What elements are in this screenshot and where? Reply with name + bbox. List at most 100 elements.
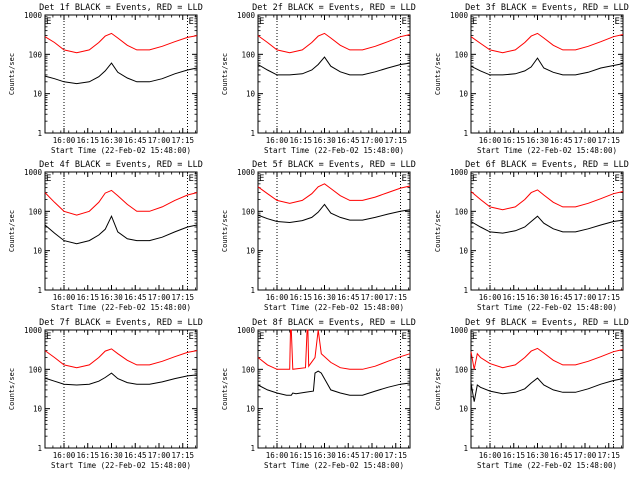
plot-frame <box>44 14 198 134</box>
y-tick-label: 10 <box>459 247 469 256</box>
events-series-line <box>470 377 624 402</box>
x-tick-label: 16:15 <box>76 293 99 302</box>
corner-marker-left: E <box>259 17 264 27</box>
y-axis-label: Counts/sec <box>8 210 16 252</box>
chart-title: Det 7f BLACK = Events, RED = LLD <box>39 318 203 328</box>
corner-marker-right: E <box>402 17 407 27</box>
y-tick-label: 10 <box>246 90 256 99</box>
x-tick-label: 16:30 <box>313 293 336 302</box>
x-axis-label: Start Time (22-Feb-02 15:48:00) <box>51 461 191 470</box>
x-tick-label: 16:00 <box>53 136 76 145</box>
y-tick-label: 1000 <box>237 11 256 20</box>
y-tick-label: 100 <box>454 207 468 216</box>
x-tick-label: 16:45 <box>337 293 360 302</box>
x-tick-label: 16:00 <box>53 451 76 460</box>
x-tick-label: 17:00 <box>574 293 597 302</box>
lld-series-line <box>470 32 624 54</box>
corner-marker-left: E <box>259 174 264 184</box>
chart-panel-4: Det 4f BLACK = Events, RED = LLD 1 10 100 10… <box>8 160 203 312</box>
corner-marker-left: E <box>46 17 51 27</box>
x-tick-label: 16:15 <box>502 136 525 145</box>
plot-frame <box>44 171 198 291</box>
events-series-line <box>44 62 198 85</box>
x-tick-label: 17:00 <box>361 451 384 460</box>
x-axis-label: Start Time (22-Feb-02 15:48:00) <box>477 303 617 312</box>
lld-series-line <box>470 189 624 211</box>
corner-marker-left: E <box>472 17 477 27</box>
x-tick-label: 16:45 <box>550 136 573 145</box>
x-tick-label: 16:45 <box>337 136 360 145</box>
y-axis-label: Counts/sec <box>434 368 442 410</box>
y-tick-label: 10 <box>33 405 43 414</box>
y-tick-label: 1000 <box>24 168 43 177</box>
corner-marker-right: E <box>615 332 620 342</box>
x-tick-label: 17:00 <box>148 451 171 460</box>
y-tick-label: 1 <box>250 286 255 295</box>
corner-marker-left: E <box>472 332 477 342</box>
chart-title: Det 2f BLACK = Events, RED = LLD <box>252 3 416 13</box>
lld-series-line <box>470 347 624 370</box>
chart-panel-3: Det 3f BLACK = Events, RED = LLD 1 10 100 10… <box>434 3 629 155</box>
events-series-line <box>470 215 624 234</box>
lld-series-line <box>44 348 198 369</box>
chart-title: Det 9f BLACK = Events, RED = LLD <box>465 318 629 328</box>
y-axis-label: Counts/sec <box>221 53 229 95</box>
y-tick-label: 10 <box>33 247 43 256</box>
x-tick-label: 16:45 <box>124 451 147 460</box>
chart-panel-9: Det 9f BLACK = Events, RED = LLD 1 10 100 10… <box>434 318 629 470</box>
x-tick-label: 16:45 <box>550 451 573 460</box>
x-axis-label: Start Time (22-Feb-02 15:48:00) <box>264 303 404 312</box>
x-tick-label: 16:45 <box>550 293 573 302</box>
x-tick-label: 16:30 <box>526 451 549 460</box>
lld-series-line <box>257 329 411 370</box>
chart-panel-2: Det 2f BLACK = Events, RED = LLD 1 10 100 10… <box>221 3 416 155</box>
y-axis-label: Counts/sec <box>8 53 16 95</box>
lld-series-line <box>257 32 411 54</box>
y-tick-label: 100 <box>454 365 468 374</box>
y-tick-label: 100 <box>28 207 42 216</box>
corner-marker-left: E <box>259 332 264 342</box>
y-axis-label: Counts/sec <box>434 53 442 95</box>
chart-title: Det 8f BLACK = Events, RED = LLD <box>252 318 416 328</box>
chart-title: Det 6f BLACK = Events, RED = LLD <box>465 160 629 170</box>
y-tick-label: 1000 <box>237 168 256 177</box>
x-tick-label: 16:30 <box>100 293 123 302</box>
plot-frame <box>44 329 198 449</box>
y-tick-label: 1 <box>37 129 42 138</box>
y-tick-label: 1 <box>463 129 468 138</box>
x-tick-label: 17:00 <box>148 293 171 302</box>
x-tick-label: 16:30 <box>526 293 549 302</box>
corner-marker-right: E <box>189 174 194 184</box>
x-axis-label: Start Time (22-Feb-02 15:48:00) <box>477 461 617 470</box>
x-tick-label: 16:30 <box>100 136 123 145</box>
y-tick-label: 10 <box>246 247 256 256</box>
y-tick-label: 1 <box>463 286 468 295</box>
y-tick-label: 1000 <box>450 326 469 335</box>
y-tick-label: 10 <box>459 405 469 414</box>
x-tick-label: 17:15 <box>171 293 194 302</box>
x-tick-label: 16:30 <box>313 136 336 145</box>
y-tick-label: 1 <box>250 444 255 453</box>
plot-frame <box>470 329 624 449</box>
chart-title: Det 5f BLACK = Events, RED = LLD <box>252 160 416 170</box>
x-tick-label: 16:00 <box>266 293 289 302</box>
x-tick-label: 17:00 <box>361 293 384 302</box>
x-tick-label: 16:00 <box>479 136 502 145</box>
y-tick-label: 1000 <box>24 326 43 335</box>
y-tick-label: 1 <box>463 444 468 453</box>
x-tick-label: 16:15 <box>502 293 525 302</box>
chart-panel-7: Det 7f BLACK = Events, RED = LLD 1 10 100 10… <box>8 318 203 470</box>
x-tick-label: 16:15 <box>289 451 312 460</box>
x-tick-label: 17:00 <box>148 136 171 145</box>
corner-marker-left: E <box>46 332 51 342</box>
x-axis-label: Start Time (22-Feb-02 15:48:00) <box>264 146 404 155</box>
chart-panel-5: Det 5f BLACK = Events, RED = LLD 1 10 100 10… <box>221 160 416 312</box>
y-tick-label: 10 <box>246 405 256 414</box>
x-tick-label: 16:15 <box>289 293 312 302</box>
chart-title: Det 4f BLACK = Events, RED = LLD <box>39 160 203 170</box>
y-axis-label: Counts/sec <box>434 210 442 252</box>
corner-marker-right: E <box>402 332 407 342</box>
x-tick-label: 17:15 <box>597 293 620 302</box>
x-tick-label: 17:00 <box>574 136 597 145</box>
